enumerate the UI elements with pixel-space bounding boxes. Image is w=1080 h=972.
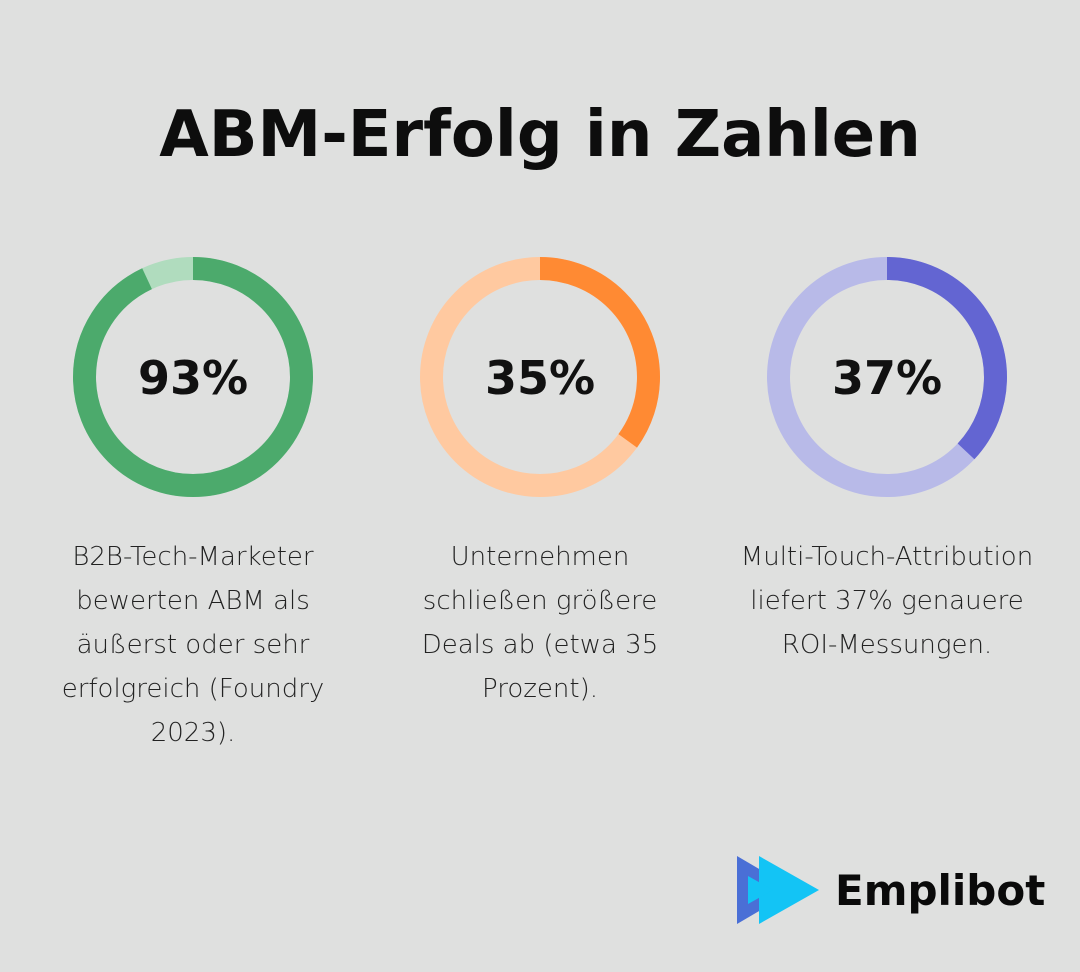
donut-value-arc [420,257,660,497]
donut-label: 35% [485,351,595,405]
stat-card-2: 35% Unternehmen schließen größere Deals … [390,255,690,711]
stat-description: Unternehmen schließen größere Deals ab (… [421,542,659,704]
page-title: ABM-Erfolg in Zahlen [159,98,921,172]
donut-value-arc [73,257,313,497]
stat-card-1: 93% B2B-Tech-Marketer bewerten ABM als ä… [43,255,343,755]
donut-value-arc [767,257,1007,497]
stat-card-3: 37% Multi-Touch-Attribution liefert 37% … [737,255,1037,667]
stat-description: Multi-Touch-Attribution liefert 37% gena… [740,542,1034,660]
donut-chart-2: 35% [420,257,660,497]
logo-text: Emplibot [835,865,1046,915]
donut-label: 37% [832,351,942,405]
play-arrows-icon [737,856,819,924]
emplibot-logo: Emplibot [737,856,1045,924]
stat-description: B2B-Tech-Marketer bewerten ABM als äußer… [61,542,325,748]
donut-chart-1: 93% [73,257,313,497]
donut-label: 93% [138,351,248,405]
donut-chart-3: 37% [767,257,1007,497]
